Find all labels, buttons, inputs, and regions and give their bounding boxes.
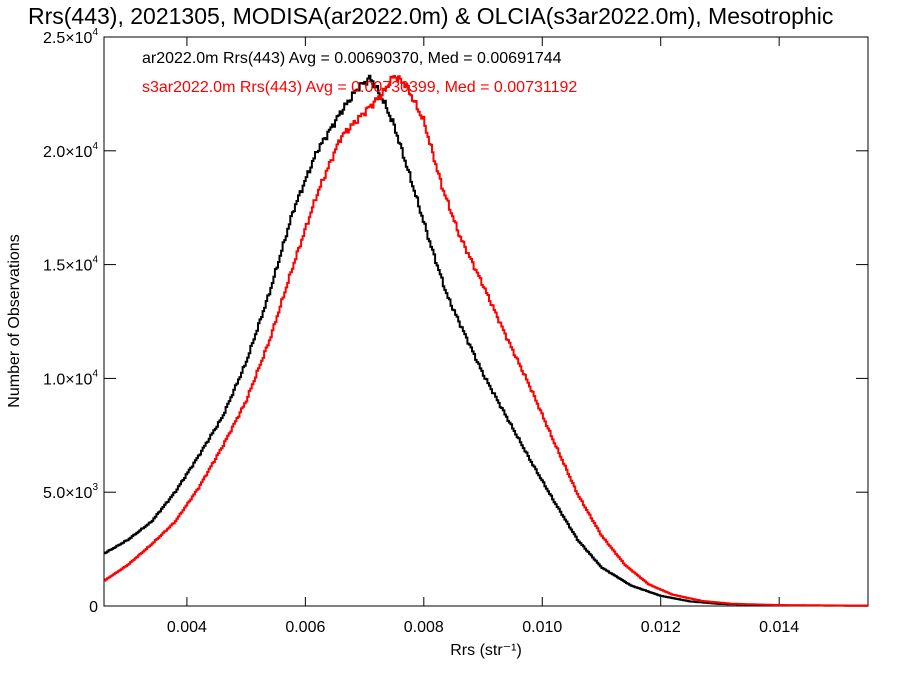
x-tick-label: 0.014 xyxy=(759,619,799,636)
y-axis: 0 5.0×103 1.0×104 1.5×104 2.0×104 2.5×104 xyxy=(43,27,868,616)
x-tick-label: 0.008 xyxy=(404,619,444,636)
plot-frame xyxy=(103,36,869,607)
y-tick-label: 1.5×104 xyxy=(43,255,98,275)
series-layer xyxy=(104,74,868,607)
y-tick-label: 1.0×104 xyxy=(43,368,98,388)
x-tick-label: 0.004 xyxy=(167,619,207,636)
legend-line-2: s3ar2022.0m Rrs(443) Avg = 0.00730399, M… xyxy=(142,79,577,96)
y-tick-label: 5.0×103 xyxy=(43,482,98,502)
x-axis-label: Rrs (str⁻¹) xyxy=(450,642,522,659)
y-tick-label: 2.0×104 xyxy=(43,141,98,161)
x-tick-label: 0.012 xyxy=(641,619,681,636)
y-tick-label: 2.5×104 xyxy=(43,27,98,47)
y-axis-label: Number of Observations xyxy=(6,234,23,407)
chart-title: Rrs(443), 2021305, MODISA(ar2022.0m) & O… xyxy=(28,3,833,29)
series-line-0 xyxy=(104,74,868,607)
x-axis: 0.004 0.006 0.008 0.010 0.012 0.014 xyxy=(167,37,799,636)
series-line-1 xyxy=(104,75,868,607)
x-tick-label: 0.010 xyxy=(522,619,562,636)
y-tick-label: 0 xyxy=(89,599,98,616)
x-tick-label: 0.006 xyxy=(285,619,325,636)
legend-line-1: ar2022.0m Rrs(443) Avg = 0.00690370, Med… xyxy=(142,50,562,67)
